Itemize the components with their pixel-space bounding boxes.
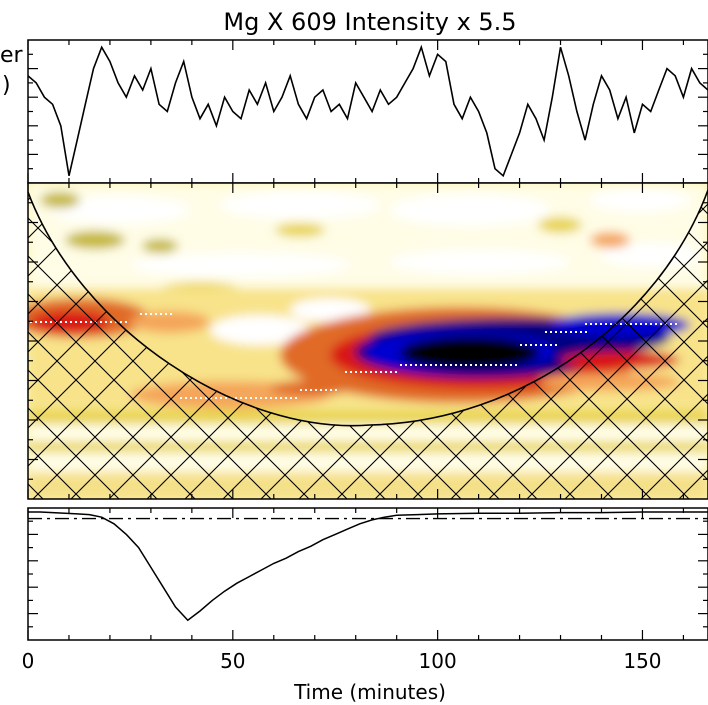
wavelet-frame <box>27 182 708 500</box>
chart-title: Mg X 609 Intensity x 5.5 <box>223 8 516 36</box>
x-tick-label: 50 <box>220 649 245 673</box>
global-wavelet-panel <box>27 507 708 641</box>
x-tick-label: 0 <box>22 649 35 673</box>
x-axis-label: Time (minutes) <box>293 680 446 704</box>
x-tick-label: 150 <box>623 649 661 673</box>
global-wavelet-y-ticks <box>28 520 708 628</box>
light-curve-y-ticks <box>28 53 708 170</box>
light-curve-frame <box>27 39 708 184</box>
cone-of-influence-curve <box>28 189 708 427</box>
y-label-fragment-1: er <box>0 43 24 68</box>
wavelet-power-panel <box>27 182 708 500</box>
light-curve-panel <box>27 39 708 184</box>
x-tick-label: 100 <box>419 649 457 673</box>
global-wavelet-frame <box>27 507 708 641</box>
x-axis: 0 50 100 150 <box>22 40 685 673</box>
global-wavelet-line <box>28 511 708 622</box>
wavelet-y-ticks <box>28 202 708 480</box>
y-label-fragment-2: ) <box>2 73 11 98</box>
light-curve-line <box>28 44 708 178</box>
